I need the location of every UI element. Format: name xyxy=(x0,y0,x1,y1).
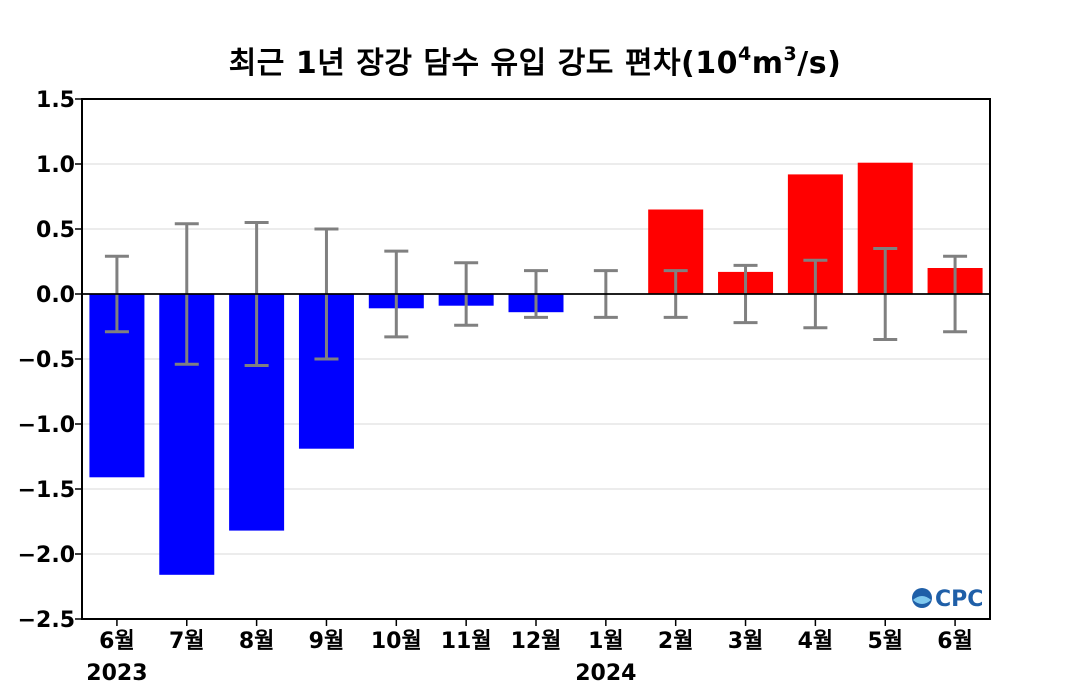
x-tick-label: 6월 xyxy=(99,629,135,654)
y-tick-label: 1.5 xyxy=(36,88,75,113)
x-tick-label: 9월 xyxy=(309,629,345,654)
year-label: 2024 xyxy=(575,661,636,686)
tick-labels: −2.5 −2.0 −1.5 −1.0 −0.5 0.0 0.5 1.0 1.5 6월 7월 8월 9월… xyxy=(18,88,973,686)
y-tick-label: 0.0 xyxy=(36,283,75,308)
y-tick-label: 0.5 xyxy=(36,218,75,243)
axes xyxy=(75,98,991,626)
x-tick-label: 4월 xyxy=(798,629,834,654)
y-tick-label: −0.5 xyxy=(18,348,75,373)
chart-title-text: 최근 1년 장강 담수 유입 강도 편차 xyxy=(228,46,682,81)
x-tick-label: 11월 xyxy=(441,629,492,654)
y-tick-label: 1.0 xyxy=(36,153,75,178)
x-tick-label: 7월 xyxy=(169,629,205,654)
y-tick-label: −1.0 xyxy=(18,413,75,438)
grid-lines xyxy=(82,163,990,555)
x-tick-label: 12월 xyxy=(511,629,562,654)
x-tick-label: 6월 xyxy=(937,629,973,654)
x-tick-label: 3월 xyxy=(728,629,764,654)
y-tick-label: −1.5 xyxy=(18,478,75,503)
year-label: 2023 xyxy=(86,661,147,686)
x-tick-label: 10월 xyxy=(371,629,422,654)
logo-text: CPC xyxy=(935,587,983,612)
x-tick-label: 2월 xyxy=(658,629,694,654)
x-tick-label: 8월 xyxy=(239,629,275,654)
ocpc-logo: CPC xyxy=(912,587,983,612)
chart-title: 최근 1년 장강 담수 유입 강도 편차(104m3/s) xyxy=(0,38,1070,82)
y-tick-label: −2.5 xyxy=(18,608,75,633)
bars xyxy=(89,162,983,575)
chart-title-unit: (104m3/s) xyxy=(681,43,842,81)
y-tick-label: −2.0 xyxy=(18,543,75,568)
x-tick-label: 5월 xyxy=(867,629,903,654)
x-tick-label: 1월 xyxy=(588,629,624,654)
